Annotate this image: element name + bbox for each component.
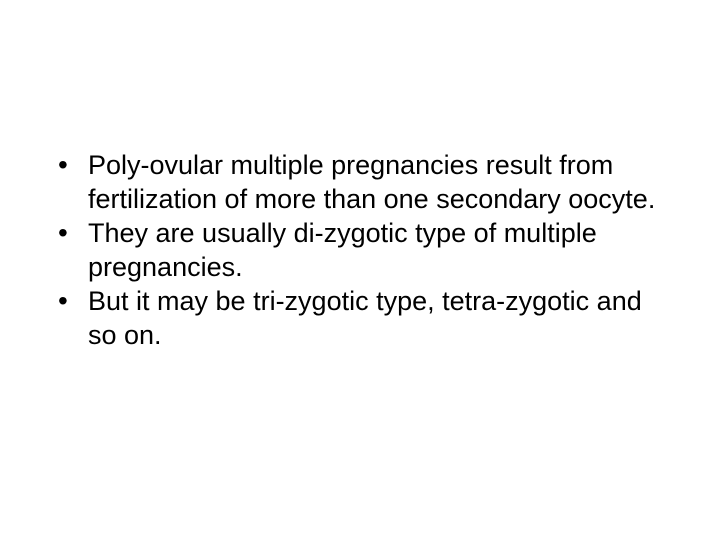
slide: Poly-ovular multiple pregnancies result …	[0, 0, 720, 540]
bullet-text: Poly-ovular multiple pregnancies result …	[88, 150, 655, 214]
list-item: They are usually di-zygotic type of mult…	[56, 216, 670, 284]
list-item: But it may be tri-zygotic type, tetra-zy…	[56, 284, 670, 352]
bullet-list: Poly-ovular multiple pregnancies result …	[56, 148, 670, 352]
bullet-text: They are usually di-zygotic type of mult…	[88, 218, 597, 282]
bullet-text: But it may be tri-zygotic type, tetra-zy…	[88, 286, 642, 350]
list-item: Poly-ovular multiple pregnancies result …	[56, 148, 670, 216]
